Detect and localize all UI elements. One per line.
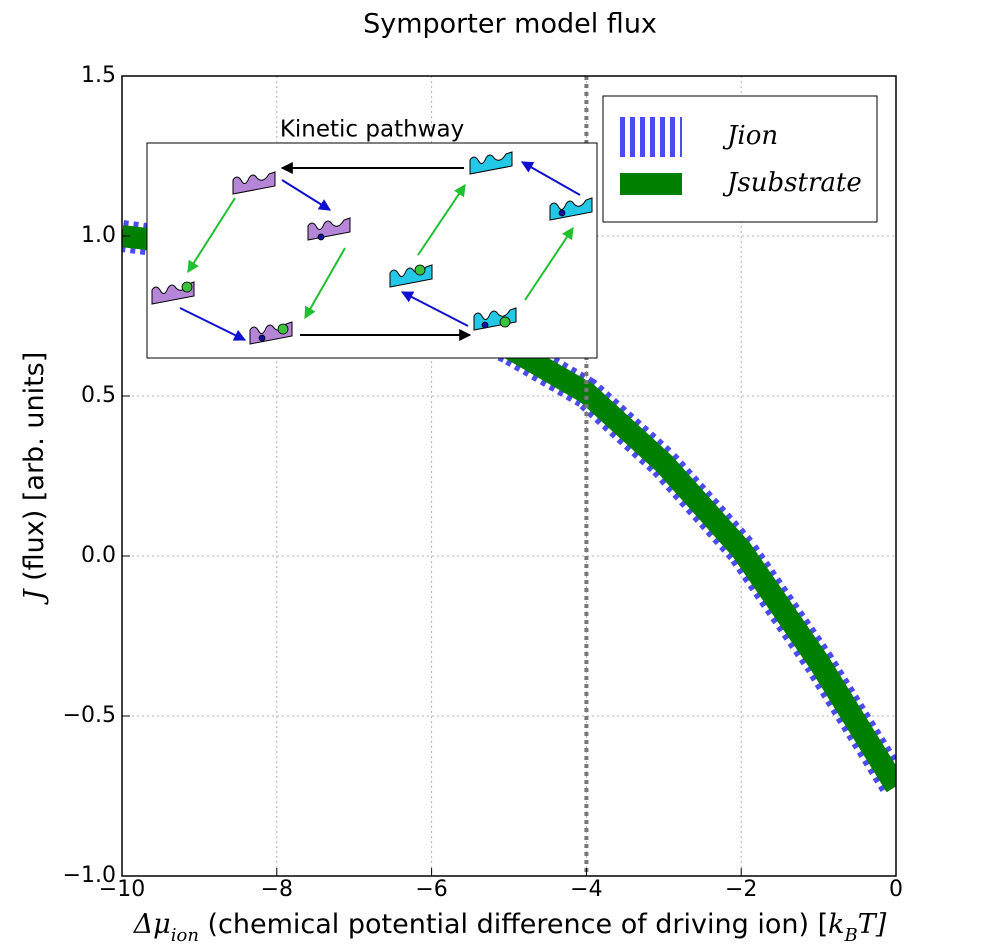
y-label-part: J <box>19 587 50 605</box>
y-tick-label: 0.0 <box>81 543 116 568</box>
inset-frame <box>146 142 598 359</box>
x-tick-label: 0 <box>889 877 903 902</box>
x-label-part: (chemical potential difference of drivin… <box>199 909 828 940</box>
inset-title: Kinetic pathway <box>280 117 464 143</box>
axes: −10 −8 −6 −4 −2 0 −1.0 −0.5 0.0 0.5 1.0 1.5 <box>63 63 903 902</box>
y-axis-label: J (flux) [arb. units] <box>19 352 50 606</box>
y-tick-label: 1.5 <box>81 63 116 88</box>
x-label-part: B <box>844 925 858 944</box>
inset: Kinetic pathway <box>146 117 598 359</box>
x-tick-label: −2 <box>725 877 757 902</box>
legend-label: Jion <box>722 121 778 151</box>
particles <box>181 209 566 342</box>
y-tick-label: 0.5 <box>81 383 116 408</box>
chart-title: Symporter model flux <box>363 9 657 40</box>
x-axis-label: Δμion (chemical potential difference of … <box>133 909 887 944</box>
y-tick-label: 1.0 <box>81 223 116 248</box>
legend-label: Jsubstrate <box>722 168 862 198</box>
legend: Jion Jsubstrate <box>602 95 878 223</box>
x-label-part: k <box>828 909 844 940</box>
y-label-part: (flux) [arb. units] <box>19 352 50 590</box>
x-tick-label: −4 <box>570 877 602 902</box>
x-label-part: Δμ <box>133 909 171 940</box>
x-tick-label: −6 <box>415 877 447 902</box>
x-tick-label: −8 <box>261 877 293 902</box>
x-label-part: T] <box>858 909 887 940</box>
plot-frame <box>121 75 897 877</box>
x-label-part: ion <box>171 925 199 944</box>
legend-frame <box>602 95 878 223</box>
x-tick-label: −10 <box>99 877 145 902</box>
y-tick-label: −0.5 <box>63 703 116 728</box>
y-tick-label: −1.0 <box>63 863 116 888</box>
arrows <box>179 161 581 341</box>
